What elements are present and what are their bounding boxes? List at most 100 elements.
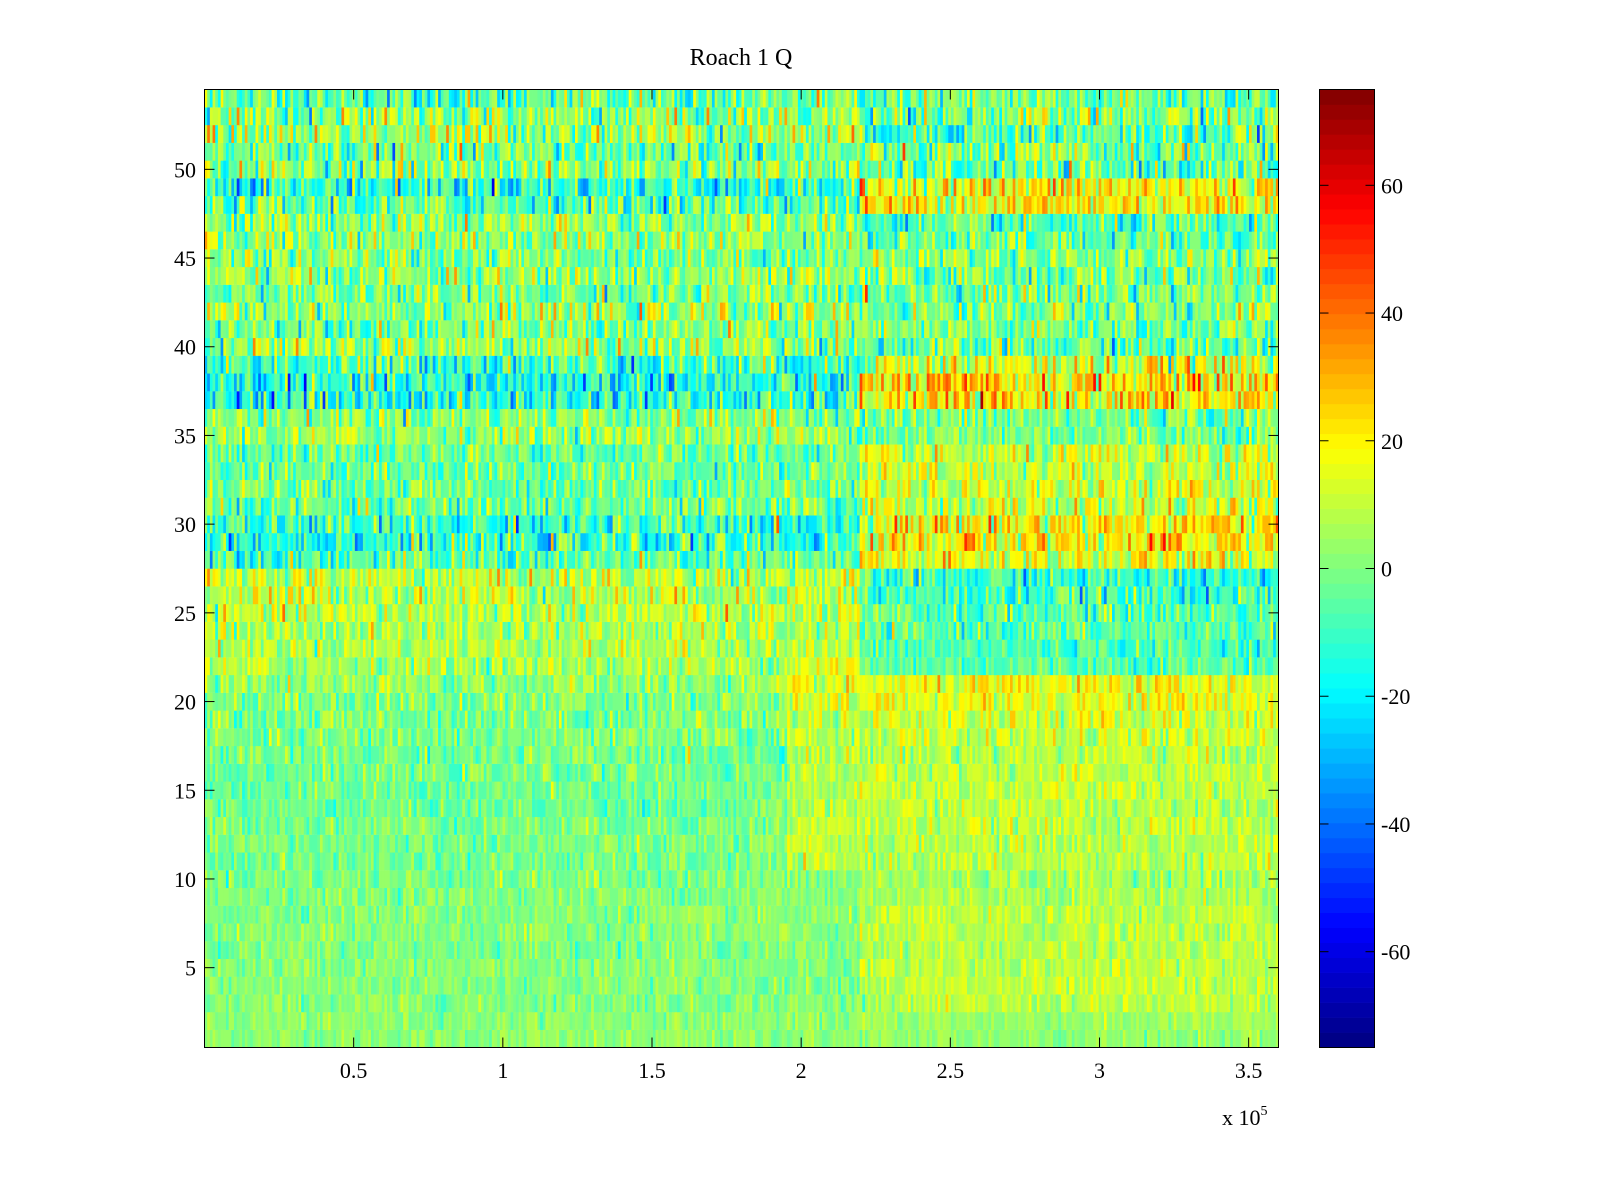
heatmap-cell xyxy=(1090,1012,1094,1030)
heatmap-cell xyxy=(1149,870,1153,889)
heatmap-cell xyxy=(607,834,611,853)
heatmap-cell xyxy=(569,834,573,853)
heatmap-cell xyxy=(634,958,638,977)
heatmap-cell xyxy=(894,887,898,906)
heatmap-cell xyxy=(1069,994,1073,1013)
heatmap-cell xyxy=(698,905,702,924)
heatmap-cell xyxy=(435,816,439,835)
heatmap-cell xyxy=(328,870,332,889)
heatmap-cell xyxy=(846,870,850,889)
heatmap-cell xyxy=(1248,834,1253,853)
heatmap-cell xyxy=(701,1012,705,1030)
heatmap-cell xyxy=(432,923,436,942)
heatmap-cell xyxy=(913,887,917,906)
heatmap-cell xyxy=(714,976,718,995)
heatmap-cell xyxy=(215,887,219,906)
heatmap-cell xyxy=(961,870,965,889)
heatmap-cell xyxy=(983,958,987,977)
heatmap-cell xyxy=(510,941,514,959)
heatmap-cell xyxy=(623,870,627,889)
heatmap-cell xyxy=(346,958,350,977)
heatmap-cell xyxy=(781,1012,785,1030)
heatmap-cell xyxy=(1176,852,1180,871)
heatmap-cell xyxy=(698,816,702,835)
heatmap-cell xyxy=(427,905,431,924)
heatmap-cell xyxy=(491,905,495,924)
heatmap-cell xyxy=(545,816,549,835)
heatmap-cell xyxy=(1050,852,1054,871)
heatmap-cell xyxy=(494,976,498,995)
heatmap-cell xyxy=(916,976,920,995)
heatmap-cell xyxy=(580,905,584,924)
heatmap-cell xyxy=(408,923,412,942)
heatmap-cell xyxy=(220,887,224,906)
heatmap-cell xyxy=(1211,905,1215,924)
heatmap-cell xyxy=(1251,834,1255,853)
heatmap-cell xyxy=(830,923,834,942)
heatmap-cell xyxy=(773,941,777,959)
heatmap-cell xyxy=(687,994,691,1013)
heatmap-cell xyxy=(856,994,861,1013)
heatmap-cell xyxy=(848,923,852,942)
heatmap-cell xyxy=(462,905,466,924)
heatmap-cell xyxy=(711,887,716,906)
heatmap-cell xyxy=(693,941,697,959)
heatmap-cell xyxy=(588,941,592,959)
heatmap-cell xyxy=(1230,958,1234,977)
heatmap-cell xyxy=(695,923,699,942)
heatmap-cell xyxy=(1015,1012,1019,1030)
heatmap-cell xyxy=(738,976,742,995)
heatmap-cell xyxy=(309,816,313,835)
heatmap-cell xyxy=(424,887,428,906)
heatmap-cell xyxy=(701,941,705,959)
heatmap-cell xyxy=(687,941,691,959)
heatmap-cell xyxy=(1254,870,1258,889)
heatmap-cell xyxy=(803,1012,807,1030)
heatmap-cell xyxy=(446,834,450,853)
heatmap-cell xyxy=(215,923,219,942)
heatmap-cell xyxy=(1026,1012,1030,1030)
heatmap-cell xyxy=(507,958,511,977)
heatmap-cell xyxy=(282,852,286,871)
heatmap-cell xyxy=(835,870,839,889)
heatmap-cell xyxy=(937,994,941,1013)
heatmap-cell xyxy=(370,816,375,835)
heatmap-cell xyxy=(698,852,702,871)
heatmap-cell xyxy=(379,994,383,1013)
heatmap-cell xyxy=(1154,976,1159,995)
heatmap-cell xyxy=(741,852,745,871)
heatmap-cell xyxy=(1042,1029,1046,1048)
heatmap-cell xyxy=(524,905,528,924)
heatmap-cell xyxy=(1036,976,1040,995)
heatmap-cell xyxy=(309,887,313,906)
heatmap-cell xyxy=(1069,923,1073,942)
heatmap-cell xyxy=(397,887,401,906)
heatmap-cell xyxy=(432,941,436,959)
heatmap-cell xyxy=(961,887,965,906)
heatmap-cell xyxy=(569,905,573,924)
heatmap-cell xyxy=(505,1029,509,1048)
heatmap-cell xyxy=(913,923,917,942)
heatmap-cell xyxy=(438,834,442,853)
heatmap-cell xyxy=(489,870,493,889)
heatmap-cell xyxy=(475,958,479,977)
heatmap-cell xyxy=(362,1029,366,1048)
heatmap-cell xyxy=(491,870,495,889)
heatmap-cell xyxy=(717,1029,721,1048)
heatmap-cell xyxy=(609,958,614,977)
heatmap-cell xyxy=(427,887,431,906)
heatmap-cell xyxy=(999,941,1003,959)
heatmap-cell xyxy=(1173,941,1177,959)
heatmap-cell xyxy=(977,887,981,906)
heatmap-cell xyxy=(518,834,522,853)
heatmap-cell xyxy=(1154,1029,1159,1048)
heatmap-cell xyxy=(553,870,557,889)
heatmap-cell xyxy=(298,976,302,995)
heatmap-cell xyxy=(886,994,890,1013)
heatmap-cell xyxy=(357,870,361,889)
heatmap-cell xyxy=(550,834,554,853)
heatmap-cell xyxy=(427,941,431,959)
heatmap-cell xyxy=(950,923,955,942)
heatmap-cell xyxy=(814,976,818,995)
heatmap-cell xyxy=(762,958,767,977)
